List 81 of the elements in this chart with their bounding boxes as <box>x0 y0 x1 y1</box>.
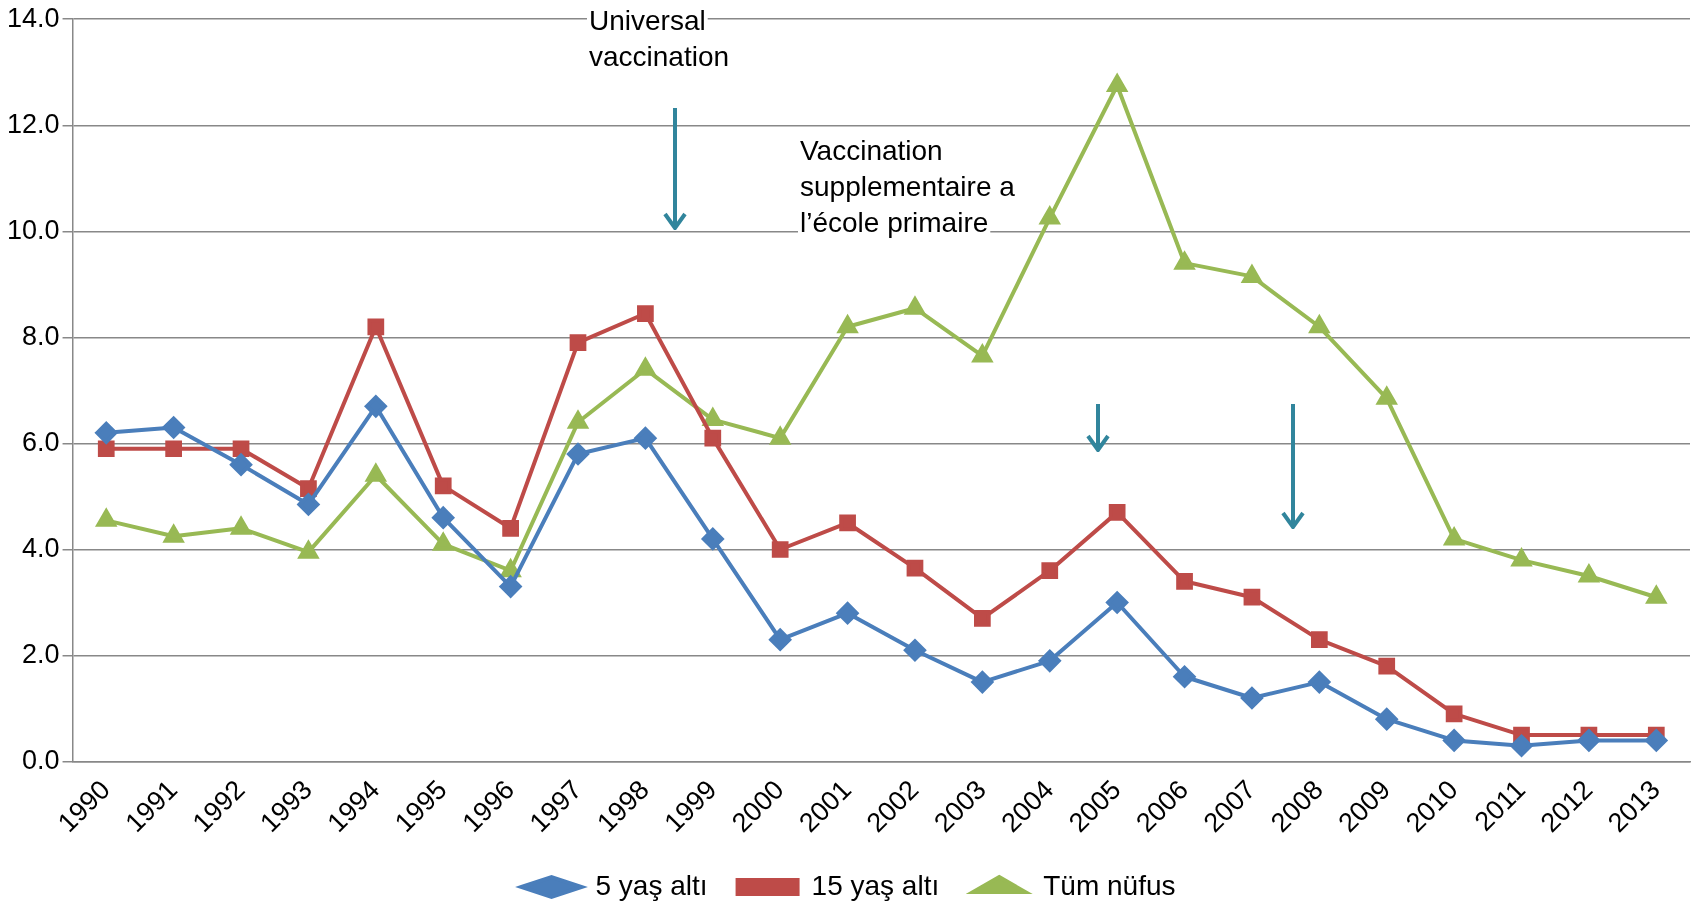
y-tick-label: 6.0 <box>22 426 60 457</box>
point <box>1510 734 1533 757</box>
point <box>701 527 724 550</box>
point <box>637 305 654 322</box>
point <box>165 440 182 458</box>
point <box>1107 74 1127 92</box>
point <box>1106 591 1129 614</box>
point <box>1038 649 1061 672</box>
point <box>839 514 856 532</box>
point <box>1174 252 1195 270</box>
point <box>770 427 790 445</box>
y-tick-label: 8.0 <box>22 320 60 351</box>
point <box>95 421 118 444</box>
y-tick-label: 0.0 <box>22 745 60 776</box>
point <box>1173 665 1196 688</box>
point <box>364 395 387 418</box>
point <box>569 334 587 352</box>
point <box>906 559 924 577</box>
point <box>232 440 250 458</box>
point <box>704 429 722 447</box>
point <box>230 453 253 476</box>
point <box>1579 565 1599 583</box>
point <box>502 519 519 537</box>
point <box>1645 729 1668 752</box>
point <box>1375 708 1398 731</box>
point <box>1243 588 1261 606</box>
point <box>1308 671 1331 694</box>
point <box>298 541 319 559</box>
point <box>836 313 859 334</box>
point <box>97 440 115 458</box>
point <box>567 443 589 466</box>
point <box>1444 527 1464 546</box>
point <box>366 464 386 482</box>
point <box>433 533 454 551</box>
point <box>1310 631 1328 649</box>
point <box>499 575 522 598</box>
point <box>1376 387 1397 405</box>
point <box>1176 572 1193 590</box>
point <box>1242 265 1262 283</box>
point <box>1240 686 1263 709</box>
y-tick-label: 2.0 <box>22 639 60 670</box>
point <box>297 493 320 516</box>
point <box>1108 504 1126 521</box>
point <box>769 628 792 651</box>
point <box>634 427 657 450</box>
y-tick-label: 10.0 <box>6 214 60 245</box>
point <box>1577 729 1600 752</box>
annotation: Vaccination supplementaire a l’école primaire <box>800 135 1016 238</box>
point <box>635 358 656 376</box>
y-tick-label: 4.0 <box>22 532 60 563</box>
point <box>1646 586 1667 604</box>
point <box>162 416 185 439</box>
legend-label: Tüm nüfus <box>1043 869 1176 901</box>
point <box>1445 705 1463 723</box>
point <box>231 517 251 535</box>
point <box>568 411 588 429</box>
point <box>1041 562 1059 580</box>
point <box>971 671 994 694</box>
legend-label: 5 yaş altı <box>595 869 708 901</box>
point <box>367 318 385 336</box>
point <box>1378 657 1396 675</box>
point <box>974 610 991 627</box>
point <box>300 480 317 497</box>
y-tick-label: 14.0 <box>6 2 60 33</box>
y-tick-label: 12.0 <box>6 108 60 139</box>
point <box>905 297 925 315</box>
point <box>432 506 455 529</box>
point <box>96 509 117 527</box>
point <box>1308 313 1331 334</box>
point <box>903 639 926 662</box>
point <box>1511 549 1532 567</box>
point <box>836 602 859 625</box>
point <box>1443 729 1466 752</box>
point <box>1039 207 1060 225</box>
point <box>434 477 452 495</box>
point <box>701 406 724 427</box>
legend-label: 15 yaş altı <box>811 869 940 901</box>
point <box>771 541 789 558</box>
point <box>972 344 993 363</box>
point <box>163 525 184 543</box>
annotation: Universal vaccination <box>589 5 730 72</box>
